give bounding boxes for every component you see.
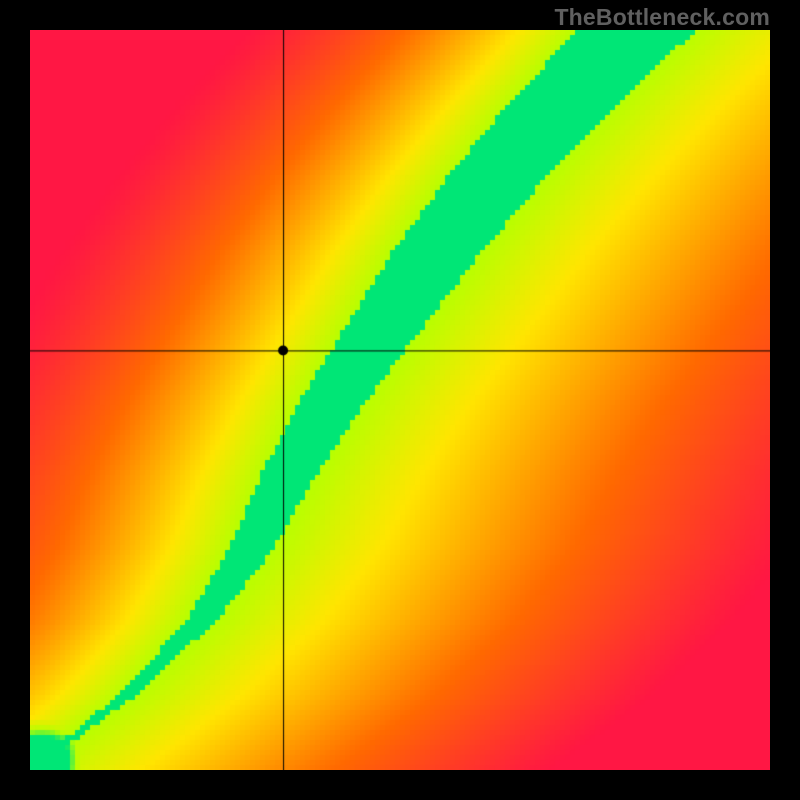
- heatmap-canvas: [30, 30, 770, 770]
- watermark-text: TheBottleneck.com: [554, 4, 770, 31]
- chart-frame: TheBottleneck.com: [0, 0, 800, 800]
- plot-area: [30, 30, 770, 770]
